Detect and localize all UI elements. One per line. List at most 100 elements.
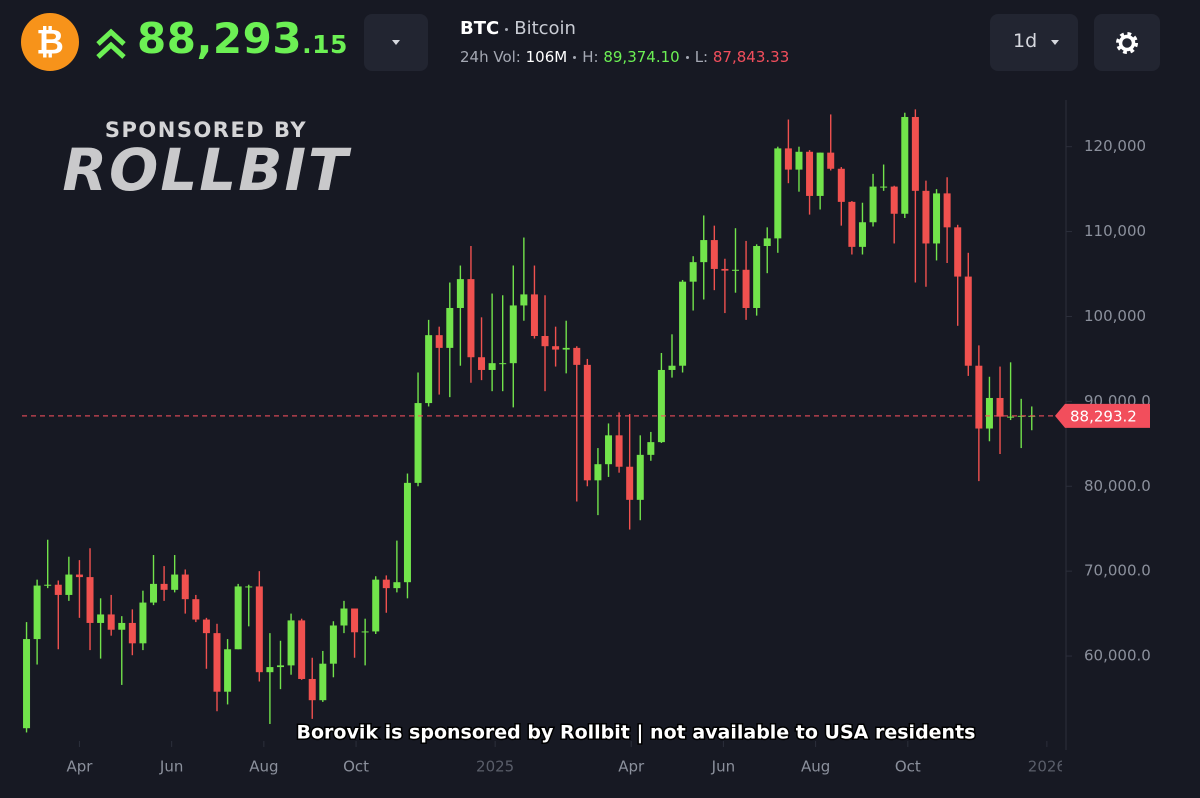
separator	[505, 27, 509, 31]
candle-body	[964, 276, 972, 366]
candle-body	[700, 240, 708, 263]
candle-body	[509, 305, 517, 364]
candle-body	[192, 599, 200, 620]
asset-name: Bitcoin	[514, 18, 576, 39]
btc-logo	[21, 13, 79, 71]
candle-body	[774, 148, 782, 239]
sponsor-kicker: SPONSORED BY	[105, 118, 307, 142]
candle-body	[75, 574, 83, 578]
price-main: 88,293	[137, 14, 303, 63]
candle-body	[869, 186, 877, 223]
candle-body	[911, 116, 919, 191]
x-tick-label: Oct	[895, 758, 921, 776]
candle-body	[975, 365, 983, 429]
candle-body	[647, 442, 655, 455]
candle-body	[97, 614, 105, 623]
candle-body	[234, 586, 242, 650]
candle-body	[446, 307, 454, 348]
candle-body	[530, 294, 538, 337]
candle-body	[985, 397, 993, 429]
candle-body	[541, 336, 549, 347]
pair: BTC Bitcoin	[460, 18, 576, 39]
btc-logo-symbol: ₿	[36, 23, 64, 63]
candle-body	[753, 246, 761, 308]
candle-body	[499, 363, 507, 365]
separator	[573, 56, 577, 59]
candle-body	[181, 574, 189, 600]
x-tick-label: Apr	[66, 758, 93, 776]
candle-body	[594, 464, 602, 481]
settings-button[interactable]	[1094, 14, 1160, 71]
price: 88,293.15	[137, 14, 348, 63]
candle-body	[552, 346, 560, 350]
x-tick-label: Jun	[159, 758, 183, 776]
sponsor-notice: Borovik is sponsored by Rollbit | not av…	[297, 722, 976, 744]
low-label: L:	[694, 48, 709, 66]
candle-body	[890, 186, 898, 214]
candle-body	[605, 435, 613, 465]
interval: 1d	[1013, 30, 1038, 52]
candle-body	[171, 574, 179, 590]
x-tick-label: 2026	[1028, 758, 1066, 776]
high: 89,374.10	[603, 48, 680, 66]
y-tick-label: 80,000.0	[1084, 477, 1151, 495]
candle-body	[731, 269, 739, 271]
y-tick-label: 60,000.0	[1084, 647, 1151, 665]
candle-body	[425, 335, 433, 404]
candle-body	[107, 614, 115, 630]
candle-body	[795, 151, 803, 170]
candle-body	[721, 268, 729, 271]
symbol: BTC	[460, 18, 500, 39]
candle-body	[922, 190, 930, 244]
x-tick-label: Jun	[711, 758, 735, 776]
candle-body	[488, 363, 496, 370]
candle-body	[943, 193, 951, 228]
candle-body	[276, 665, 284, 668]
candle-body	[816, 152, 824, 196]
candle-body	[784, 148, 792, 170]
candle-body	[710, 240, 718, 269]
candle-body	[668, 365, 676, 370]
candle-body	[763, 238, 771, 247]
vol: 106M	[525, 48, 568, 66]
candle-body	[372, 579, 380, 632]
stats: 24h Vol: 106M H: 89,374.10 L: 87,843.33	[460, 48, 789, 66]
candle-body	[837, 168, 845, 202]
candle-body	[160, 583, 168, 590]
candle-body	[128, 622, 136, 644]
vol-label: 24h Vol:	[460, 48, 521, 66]
x-tick-label: Aug	[801, 758, 830, 776]
x-tick-label: Aug	[249, 758, 278, 776]
candle-body	[65, 574, 73, 595]
interval-dropdown[interactable]	[990, 14, 1078, 71]
candle-body	[615, 435, 623, 467]
candle-body	[202, 619, 210, 634]
candle-body	[901, 116, 909, 214]
candle-body	[806, 151, 814, 196]
candle-body	[880, 186, 888, 188]
candle-body	[150, 583, 158, 603]
candle-body	[340, 608, 348, 626]
candle-body	[308, 678, 316, 701]
candle-body	[329, 625, 337, 664]
candle-body	[361, 631, 369, 633]
candle-body	[245, 586, 253, 588]
candle-body	[456, 279, 464, 308]
dropdown-arrow	[1051, 40, 1059, 45]
candle-body	[139, 602, 147, 644]
symbol-dropdown[interactable]	[364, 14, 428, 71]
sponsor-brand: ROLLBIT	[62, 136, 352, 204]
candle-body	[689, 262, 697, 282]
candle-body	[742, 269, 750, 308]
candle-body	[848, 201, 856, 247]
candle-body	[435, 335, 443, 348]
candle-body	[266, 667, 274, 673]
candle-body	[319, 663, 327, 701]
candle-body	[255, 586, 263, 673]
candle-body	[679, 281, 687, 366]
candle-body	[858, 222, 866, 247]
x-tick-label: 2025	[476, 758, 514, 776]
candle-body	[54, 584, 62, 595]
separator	[685, 56, 689, 59]
